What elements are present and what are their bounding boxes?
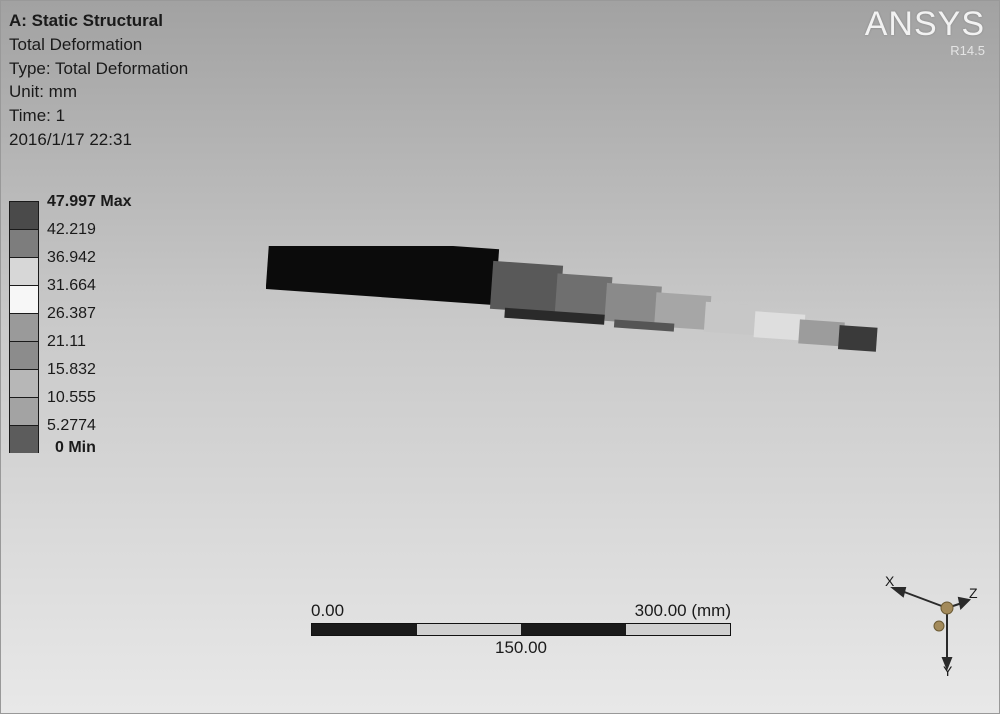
legend-swatch	[9, 397, 39, 425]
legend-value: 10.555	[47, 389, 96, 407]
legend-swatch	[9, 341, 39, 369]
legend-value: 31.664	[47, 277, 96, 295]
result-unit: Unit: mm	[9, 80, 188, 104]
viewport[interactable]: A: Static Structural Total Deformation T…	[1, 1, 999, 713]
scale-segment	[626, 624, 731, 635]
scale-left-label: 0.00	[311, 601, 344, 621]
svg-text:Y: Y	[943, 663, 953, 678]
legend-value-min: 0 Min	[55, 439, 96, 457]
legend-value: 15.832	[47, 361, 96, 379]
scale-right-label: 300.00 (mm)	[635, 601, 731, 621]
contour-legend[interactable]: 47.997 Max42.21936.94231.66426.38721.111…	[9, 201, 132, 453]
legend-swatch	[9, 369, 39, 397]
result-type: Type: Total Deformation	[9, 57, 188, 81]
svg-text:X: X	[885, 573, 895, 589]
scale-mid-label: 150.00	[311, 638, 731, 658]
legend-value: 5.2774	[47, 417, 96, 435]
result-timestamp: 2016/1/17 22:31	[9, 128, 188, 152]
legend-value: 36.942	[47, 249, 96, 267]
legend-swatch	[9, 201, 39, 229]
scale-segment	[312, 624, 417, 635]
result-header: A: Static Structural Total Deformation T…	[9, 9, 188, 152]
scale-bar: 0.00 300.00 (mm) 150.00	[311, 601, 731, 658]
scale-segment	[521, 624, 626, 635]
ansys-logo: ANSYS R14.5	[865, 7, 985, 58]
deformation-model[interactable]	[266, 246, 886, 346]
legend-swatch	[9, 257, 39, 285]
legend-swatch	[9, 313, 39, 341]
orientation-triad[interactable]: X Y Z	[869, 568, 979, 678]
legend-value: 26.387	[47, 305, 96, 323]
scale-track	[311, 623, 731, 636]
legend-value: 42.219	[47, 221, 96, 239]
legend-swatch	[9, 425, 39, 453]
legend-value: 47.997 Max	[47, 193, 132, 211]
legend-value: 21.11	[47, 333, 86, 351]
legend-swatch	[9, 285, 39, 313]
logo-text: ANSYS	[865, 7, 985, 41]
svg-text:Z: Z	[969, 585, 978, 601]
result-time: Time: 1	[9, 104, 188, 128]
legend-swatch	[9, 229, 39, 257]
scale-segment	[417, 624, 522, 635]
logo-version: R14.5	[865, 43, 985, 58]
analysis-title: A: Static Structural	[9, 9, 188, 33]
result-name: Total Deformation	[9, 33, 188, 57]
